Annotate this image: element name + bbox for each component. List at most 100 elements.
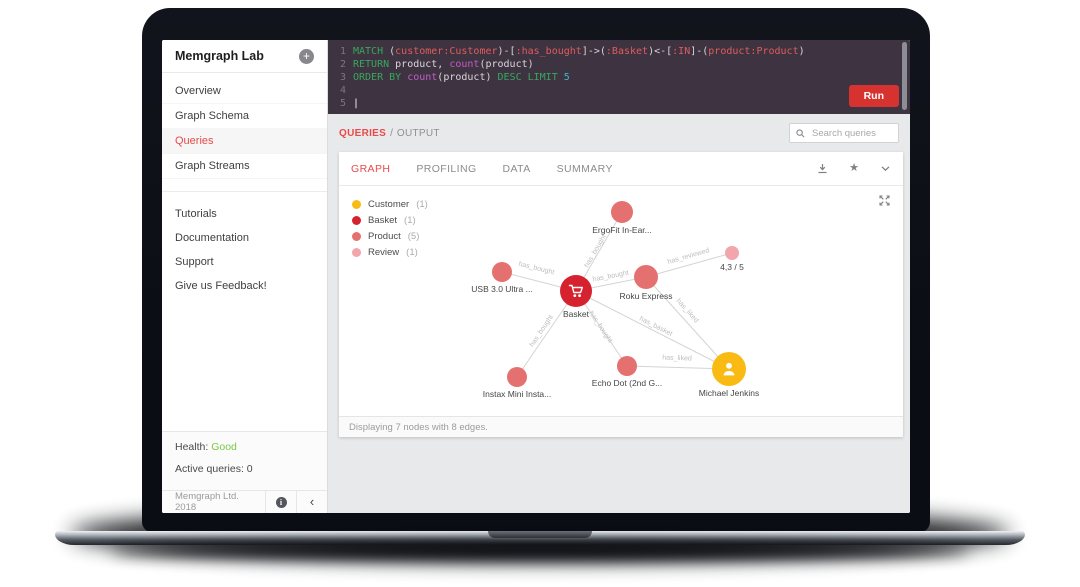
tab-graph[interactable]: GRAPH <box>351 162 391 175</box>
graph-node-echo[interactable] <box>617 356 637 376</box>
node-label-instax: Instax Mini Insta... <box>483 389 552 399</box>
edge-label: has_liked <box>675 298 700 325</box>
info-icon: i <box>275 496 287 508</box>
edge-label: has_bought <box>518 261 555 277</box>
active-queries-label: Active queries: <box>175 463 244 475</box>
laptop-base <box>55 531 1025 545</box>
code-line: RETURN product, count(product) <box>353 58 910 71</box>
graph-node-usb[interactable] <box>492 262 512 282</box>
review-color-dot <box>352 247 361 257</box>
sidebar-item-give-us-feedback[interactable]: Give us Feedback! <box>175 280 267 292</box>
tab-profiling[interactable]: PROFILING <box>416 162 477 175</box>
add-connection-icon[interactable]: + <box>299 48 314 64</box>
graph-node-roku[interactable] <box>634 265 658 289</box>
code-token: )<-[ <box>648 46 673 57</box>
code-line <box>353 84 910 97</box>
graph-node-ergofit[interactable] <box>611 201 633 223</box>
graph-edge-basket-michael <box>575 290 730 370</box>
node-label-usb: USB 3.0 Ultra ... <box>471 284 532 294</box>
edge-label: has_bought <box>529 314 555 348</box>
editor-scrollbar[interactable] <box>902 42 907 110</box>
run-button[interactable]: Run <box>848 85 899 107</box>
graph-status-text: Displaying 7 nodes with 8 edges. <box>349 421 488 433</box>
legend-label: Review <box>368 246 400 258</box>
fullscreen-icon[interactable] <box>879 195 890 206</box>
code-token: (product) <box>479 59 534 70</box>
graph-node-basket[interactable] <box>560 275 592 307</box>
sidebar-item-graph-streams[interactable]: Graph Streams <box>162 154 327 179</box>
query-editor[interactable]: 1 2 3 4 5 MATCH (customer:Customer)-[:has_bo… <box>328 40 910 114</box>
code-token: ORDER BY <box>353 72 408 83</box>
tab-data[interactable]: DATA <box>502 162 531 175</box>
collapse-sidebar-button[interactable]: ‹ <box>296 491 327 513</box>
editor-line-numbers: 1 2 3 4 5 <box>328 45 346 114</box>
app-title: Memgraph Lab <box>175 49 264 63</box>
code-token: :has_bought <box>515 46 582 57</box>
edge-label: has_reviewed <box>667 247 711 266</box>
legend-count: (1) <box>416 198 428 210</box>
line-number: 2 <box>339 59 346 70</box>
health-status: Health: Good <box>175 441 314 453</box>
edge-label: has_bought <box>587 310 613 344</box>
search-queries-box[interactable] <box>789 123 899 143</box>
person-icon <box>723 362 735 376</box>
legend-label: Basket <box>368 214 398 226</box>
graph-edge-roku-michael <box>645 276 730 370</box>
line-number: 5 <box>339 98 346 109</box>
laptop-base-shadow <box>110 543 970 559</box>
editor-code[interactable]: MATCH (customer:Customer)-[:has_bought]-… <box>346 45 910 114</box>
code-token: MATCH <box>353 46 390 57</box>
node-label-review: 4,3 / 5 <box>720 262 744 272</box>
legend-count: (5) <box>407 230 420 242</box>
code-token: | <box>353 98 360 109</box>
graph-node-michael[interactable] <box>712 352 746 386</box>
sidebar-item-graph-schema[interactable]: Graph Schema <box>162 104 327 129</box>
graph-svg: has_bought has_bought has_bought has_review… <box>471 201 759 399</box>
sidebar-item-support[interactable]: Support <box>175 256 214 268</box>
graph-canvas[interactable]: has_bought has_bought has_bought has_review… <box>339 186 903 416</box>
sidebar-spacer <box>162 298 327 431</box>
download-icon[interactable] <box>817 163 828 174</box>
sidebar-status: Health: Good Active queries: 0 <box>162 431 327 490</box>
code-token: :IN <box>672 46 691 57</box>
tabs-holder: GRAPH PROFILING DATA SUMMARY <box>351 163 639 175</box>
tab-summary[interactable]: SUMMARY <box>556 162 613 175</box>
sidebar-nav-secondary: Tutorials Documentation Support Give us Fee… <box>162 196 327 298</box>
code-token: customer:Customer <box>395 46 498 57</box>
product-color-dot <box>352 231 361 241</box>
chevron-left-icon: ‹ <box>309 494 315 509</box>
laptop-base-notch <box>488 531 592 538</box>
graph-edge-basket-instax <box>516 290 577 378</box>
breadcrumb-page: OUTPUT <box>396 127 440 139</box>
graph-node-review[interactable] <box>725 246 739 260</box>
copyright-text: Memgraph Ltd. 2018 <box>175 491 239 513</box>
health-value: Good <box>211 441 237 453</box>
results-card: GRAPH PROFILING DATA SUMMARY ★ has <box>339 152 903 437</box>
sidebar-header: Memgraph Lab + <box>162 40 327 73</box>
sidebar-footer: Memgraph Ltd. 2018 i ‹ <box>162 490 327 513</box>
breadcrumb-separator: / <box>390 127 393 139</box>
tab-actions: ★ <box>817 163 891 174</box>
chevron-down-icon[interactable] <box>880 163 891 174</box>
sidebar-item-overview[interactable]: Overview <box>162 79 327 104</box>
laptop-bezel: Memgraph Lab + Overview Graph Schema Queri… <box>142 8 930 532</box>
search-queries-input[interactable] <box>810 126 892 140</box>
legend-label: Product <box>368 230 401 242</box>
code-line: | <box>353 97 910 110</box>
favorite-star-icon[interactable]: ★ <box>849 162 859 174</box>
node-label-echo: Echo Dot (2nd G... <box>592 378 662 388</box>
graph-node-instax[interactable] <box>507 367 527 387</box>
sidebar-item-queries[interactable]: Queries <box>162 129 327 154</box>
active-queries-status: Active queries: 0 <box>175 463 314 475</box>
info-button[interactable]: i <box>265 491 296 513</box>
main-area: 1 2 3 4 5 MATCH (customer:Customer)-[:has_bo… <box>328 40 910 513</box>
code-token: product:Product <box>708 46 799 57</box>
sidebar-item-documentation[interactable]: Documentation <box>175 232 249 244</box>
search-icon <box>796 128 805 138</box>
basket-color-dot <box>352 215 361 225</box>
sidebar-item-tutorials[interactable]: Tutorials <box>175 208 217 220</box>
breadcrumb-section[interactable]: QUERIES <box>339 127 387 139</box>
breadcrumb-bar: QUERIES / OUTPUT <box>328 114 910 152</box>
health-label: Health: <box>175 441 209 453</box>
